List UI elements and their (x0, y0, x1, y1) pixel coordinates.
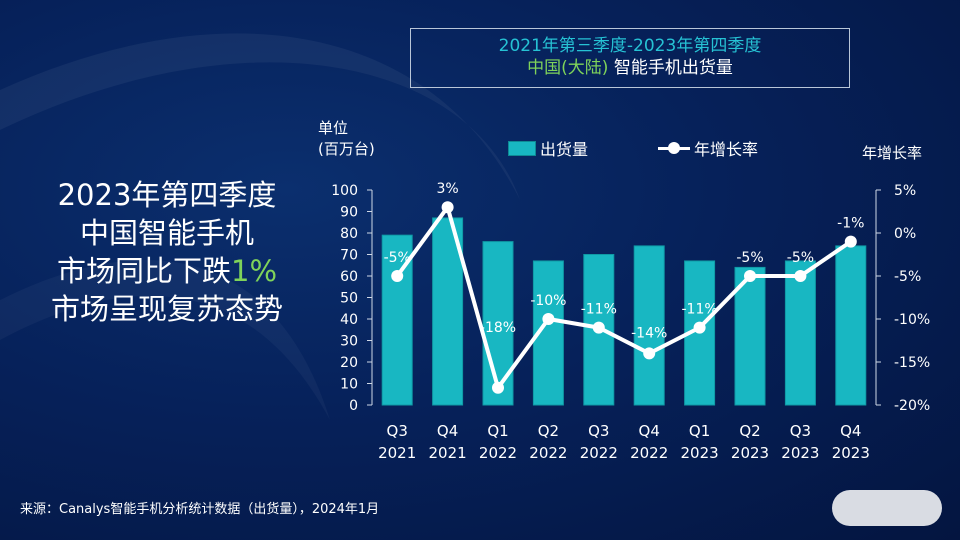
x-tick-label-year: 2022 (580, 444, 618, 462)
growth-data-label: -18% (480, 320, 516, 336)
x-tick-label-quarter: Q2 (739, 422, 760, 440)
chart-title-box: 2021年第三季度-2023年第四季度 中国(大陆) 智能手机出货量 (410, 28, 850, 88)
left-tick-label: 80 (340, 226, 358, 242)
growth-data-label: -14% (631, 325, 667, 341)
bar-shipments (633, 245, 665, 406)
x-tick-label-year: 2023 (832, 444, 870, 462)
x-tick-label-quarter: Q2 (538, 422, 559, 440)
headline-line3-prefix: 市场同比下跌 (56, 254, 231, 288)
left-axis-unit-label: 单位 (百万台) (318, 118, 375, 160)
headline-line4: 市场呈现复苏态势 (50, 292, 283, 326)
x-tick-label-quarter: Q4 (840, 422, 861, 440)
x-tick-label-quarter: Q4 (639, 422, 660, 440)
growth-point (643, 347, 656, 360)
growth-data-label: -11% (581, 302, 617, 318)
x-tick-label-year: 2022 (630, 444, 668, 462)
unit-label-line1: 单位 (318, 119, 349, 137)
left-tick-label: 0 (349, 398, 358, 414)
headline-line1: 2023年第四季度 (57, 178, 277, 212)
growth-point (693, 321, 706, 334)
growth-point (744, 270, 756, 282)
legend-bar-label: 出货量 (540, 140, 589, 159)
watermark-badge (832, 490, 942, 526)
x-tick-label-year: 2021 (429, 444, 467, 462)
x-tick-label-quarter: Q4 (437, 422, 458, 440)
bar-shipments (482, 241, 514, 406)
legend-line-label: 年增长率 (694, 140, 759, 159)
growth-point (542, 313, 555, 325)
x-tick-label-quarter: Q3 (588, 422, 609, 440)
right-tick-label: -10% (894, 312, 930, 328)
bar-shipments (734, 266, 766, 406)
bar-shipments (784, 260, 816, 406)
legend-line-swatch (658, 141, 691, 155)
x-tick-label-quarter: Q1 (487, 422, 508, 440)
growth-data-label: -1% (837, 216, 864, 232)
right-axis-label: 年增长率 (862, 144, 923, 162)
x-tick-label-year: 2022 (479, 444, 517, 462)
headline-line3: 市场同比下跌1% (22, 252, 312, 290)
growth-data-label: -5% (787, 250, 814, 266)
x-tick-label-year: 2023 (781, 444, 819, 462)
growth-point (844, 235, 857, 248)
right-tick-label: 0% (894, 226, 916, 242)
left-tick-label: 30 (340, 334, 358, 350)
left-tick-label: 40 (340, 312, 358, 328)
left-tick-label: 50 (340, 291, 358, 307)
x-tick-label-quarter: Q3 (790, 422, 811, 440)
growth-data-label: -11% (682, 302, 718, 318)
chart-title-line1: 2021年第三季度-2023年第四季度 (498, 36, 762, 56)
growth-point (441, 201, 454, 214)
left-tick-label: 70 (340, 248, 358, 264)
source-note: 来源：Canalys智能手机分析统计数据（出货量），2024年1月 (20, 502, 380, 517)
right-tick-label: -15% (894, 355, 930, 371)
growth-data-label: -10% (530, 293, 566, 309)
headline-decline-value: 1% (231, 254, 278, 288)
growth-data-label: -5% (736, 250, 763, 266)
x-tick-label-year: 2022 (529, 444, 567, 462)
left-tick-label: 90 (340, 205, 358, 221)
growth-point (391, 270, 404, 282)
growth-point (492, 381, 504, 394)
right-tick-label: 5% (894, 183, 916, 199)
growth-point (592, 321, 605, 334)
bar-shipments (835, 245, 867, 406)
legend: 出货量 年增长率 (508, 136, 758, 160)
legend-bar-swatch (508, 140, 536, 156)
right-tick-label: -20% (894, 398, 930, 414)
growth-data-label: -5% (384, 250, 411, 266)
chart-title-region: 中国(大陆) (527, 58, 609, 78)
left-tick-label: 100 (331, 183, 358, 199)
headline-line2: 中国智能手机 (79, 216, 254, 250)
unit-label-line2: (百万台) (318, 140, 375, 158)
growth-point (794, 270, 807, 282)
right-tick-label: -5% (894, 269, 921, 285)
left-tick-label: 10 (340, 377, 358, 393)
left-tick-label: 60 (340, 269, 358, 285)
x-tick-label-quarter: Q3 (387, 422, 408, 440)
headline: 2023年第四季度 中国智能手机 市场同比下跌1% 市场呈现复苏态势 (22, 176, 312, 328)
x-tick-label-year: 2021 (378, 444, 416, 462)
growth-data-label: 3% (436, 181, 458, 197)
x-tick-label-quarter: Q1 (689, 422, 710, 440)
chart-title-subject: 智能手机出货量 (608, 58, 733, 78)
x-tick-label-year: 2023 (731, 444, 769, 462)
chart-title-line2: 中国(大陆) 智能手机出货量 (411, 57, 849, 79)
x-tick-label-year: 2023 (681, 444, 719, 462)
left-tick-label: 20 (340, 355, 358, 371)
growth-line (395, 205, 852, 390)
